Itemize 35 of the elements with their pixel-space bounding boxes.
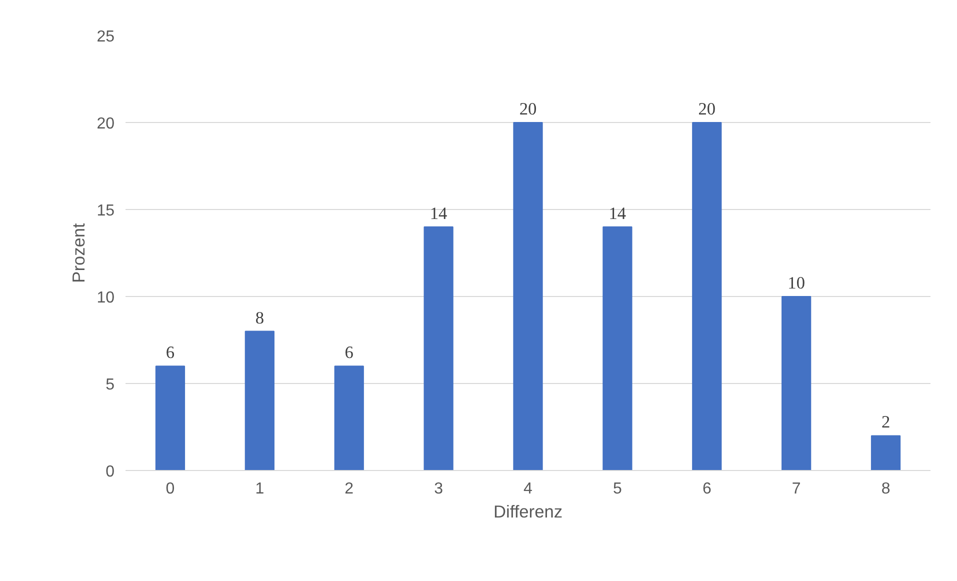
- data-label: 6: [344, 343, 354, 362]
- y-tick-label: 10: [96, 290, 115, 306]
- data-label: 14: [608, 204, 626, 223]
- bar: [692, 122, 722, 470]
- y-axis-title: Prozent: [68, 222, 89, 283]
- x-tick-label: 2: [344, 480, 354, 498]
- bar: [155, 366, 186, 470]
- x-tick-label: 5: [612, 480, 622, 498]
- bar: [244, 330, 274, 470]
- y-tick-label: 5: [106, 376, 115, 394]
- x-axis-title: Differenz: [493, 502, 563, 522]
- x-tick-label: 6: [702, 480, 712, 498]
- data-label: 2: [881, 412, 890, 432]
- bar: [602, 226, 632, 470]
- data-label: 14: [430, 204, 448, 223]
- bar: [334, 366, 364, 470]
- data-label: 6: [166, 343, 175, 362]
- data-label: 8: [255, 308, 264, 328]
- bar: [424, 226, 454, 470]
- x-tick-label: 3: [434, 480, 444, 498]
- bar: [782, 296, 812, 470]
- x-tick-label: 8: [881, 480, 890, 498]
- y-tick-label: 15: [96, 202, 115, 220]
- data-label: 10: [788, 274, 805, 292]
- bar: [870, 435, 901, 470]
- x-tick-label: 1: [255, 480, 264, 498]
- data-label: 20: [519, 100, 537, 118]
- y-tick-label: 0: [106, 464, 115, 480]
- y-tick-label: 20: [96, 116, 115, 132]
- data-label: 20: [698, 100, 716, 118]
- x-tick-label: 0: [166, 480, 175, 498]
- x-tick-label: 4: [524, 480, 533, 498]
- bar: [513, 122, 543, 470]
- x-tick-label: 7: [792, 480, 801, 498]
- y-tick-label: 25: [96, 28, 115, 46]
